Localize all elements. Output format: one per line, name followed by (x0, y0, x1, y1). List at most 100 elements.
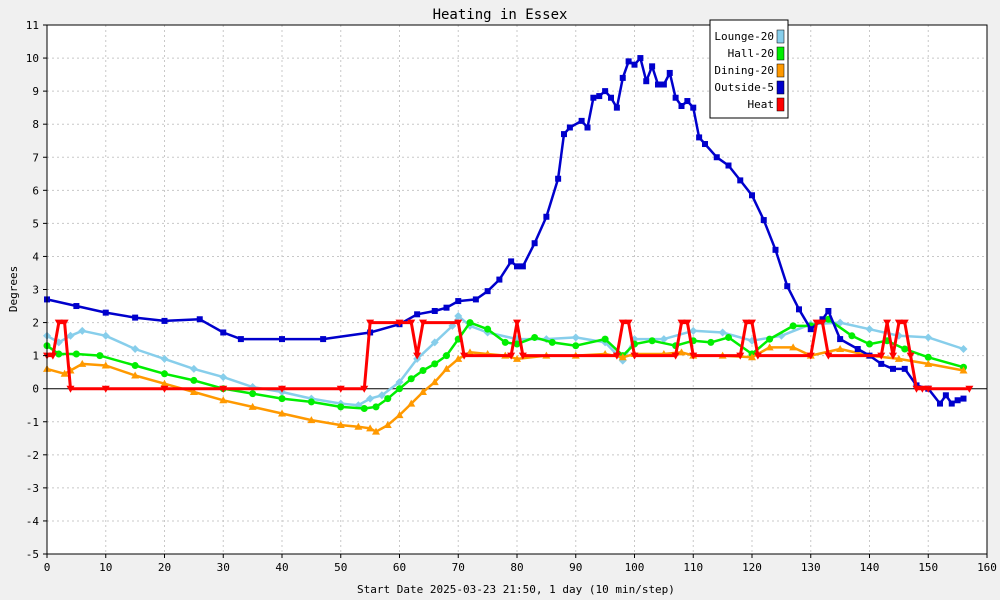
outside-5-point (837, 336, 844, 343)
heat-point (618, 319, 627, 327)
hall-20-point (249, 390, 257, 398)
series-hall-20 (43, 315, 967, 413)
dining-20-point (836, 345, 845, 353)
heat-point (66, 385, 75, 393)
lounge-20-point (865, 325, 874, 334)
lounge-20-point (836, 318, 845, 327)
hall-20-point (72, 350, 80, 358)
outside-5-point (561, 131, 567, 138)
y-tick-label: -1 (26, 416, 39, 429)
x-axis-label: Start Date 2025-03-23 21:50, 1 day (10 m… (357, 583, 675, 596)
heat-point (366, 319, 375, 327)
dining-20-point (513, 354, 521, 362)
heat-point (518, 352, 527, 360)
legend-swatch (776, 80, 785, 95)
lounge-20-point (454, 311, 463, 320)
hall-20-point (484, 325, 492, 333)
hall-20-point (848, 332, 856, 340)
heat-point (812, 319, 821, 327)
legend-label: Outside-5 (714, 81, 774, 94)
heat-point (460, 352, 469, 360)
y-tick-label: 8 (32, 118, 39, 131)
hall-20-point (501, 338, 509, 346)
heat-point (736, 352, 745, 360)
legend-label: Heat (748, 98, 775, 111)
dining-20-point (336, 421, 345, 429)
outside-5-point (878, 360, 885, 367)
heat-point (900, 319, 909, 327)
hall-20-point (372, 403, 380, 411)
hall-20-point (866, 340, 873, 348)
x-tick-label: 0 (44, 561, 51, 574)
hall-20-point (161, 370, 168, 378)
x-tick-label: 120 (742, 561, 762, 574)
legend-label: Lounge-20 (714, 30, 774, 43)
outside-5-point (772, 246, 779, 253)
y-tick-label: -3 (26, 482, 39, 495)
outside-5-point (690, 104, 697, 111)
dining-20-point (383, 421, 392, 429)
outside-5-point (619, 74, 626, 81)
heat-point (683, 319, 692, 327)
heat-point (507, 352, 516, 360)
heat-point (671, 352, 680, 360)
dining-20-point (278, 409, 286, 417)
hall-20-point (396, 385, 403, 393)
series-group (43, 55, 974, 435)
dining-20-point (160, 379, 169, 387)
heat-point (160, 385, 169, 393)
dining-20-point (419, 387, 427, 395)
heat-point (924, 385, 933, 393)
hall-20-point (443, 352, 450, 360)
dining-20-point (407, 399, 416, 407)
hall-20-point (766, 335, 774, 343)
dining-20-point (765, 343, 774, 351)
y-tick-label: 9 (32, 85, 39, 98)
heat-point (413, 352, 422, 360)
outside-5-point (796, 306, 802, 313)
heat-point (918, 385, 927, 393)
hall-20-point (548, 338, 556, 346)
outside-5-point (702, 141, 708, 148)
y-tick-label: 4 (32, 250, 39, 263)
outside-5-point (684, 98, 691, 105)
heat-point (454, 319, 463, 327)
dining-20-point (959, 366, 968, 374)
hall-20-point (466, 319, 474, 327)
outside-5-point (590, 94, 597, 101)
x-tick-label: 80 (510, 561, 523, 574)
outside-5-point (749, 192, 755, 199)
outside-5-point (937, 400, 943, 407)
hall-20-point (360, 405, 368, 413)
hall-20-point (431, 360, 439, 368)
heat-point (806, 352, 815, 360)
series-outside-5 (44, 55, 967, 407)
chart-title: Heating in Essex (433, 7, 568, 23)
x-tick-label: 150 (918, 561, 938, 574)
outside-5-point (655, 81, 661, 88)
legend-swatch (776, 29, 785, 44)
x-tick-label: 110 (683, 561, 703, 574)
y-tick-label: 2 (32, 317, 39, 330)
outside-5-point (890, 365, 896, 372)
heat-point (60, 319, 69, 327)
outside-5-point (279, 336, 285, 343)
outside-5-point (631, 61, 638, 68)
outside-5-point (784, 283, 791, 290)
outside-5-point (819, 316, 826, 323)
heat-point (624, 319, 633, 327)
outside-5-point (555, 175, 562, 182)
lounge-20-point (66, 331, 75, 340)
outside-5-point (531, 240, 538, 247)
outside-5-point (643, 78, 650, 85)
outside-5-point (519, 263, 526, 270)
heat-point (883, 319, 892, 327)
legend: Lounge-20 Hall-20 Dining-20 Outside-5 Heat (709, 19, 789, 119)
outside-5-point (443, 304, 450, 311)
heat-point (906, 352, 915, 360)
lounge-20-point (377, 391, 386, 400)
y-tick-label: 3 (32, 284, 39, 297)
heat-point (278, 385, 286, 393)
grid (47, 25, 987, 554)
outside-5-point (807, 326, 814, 333)
